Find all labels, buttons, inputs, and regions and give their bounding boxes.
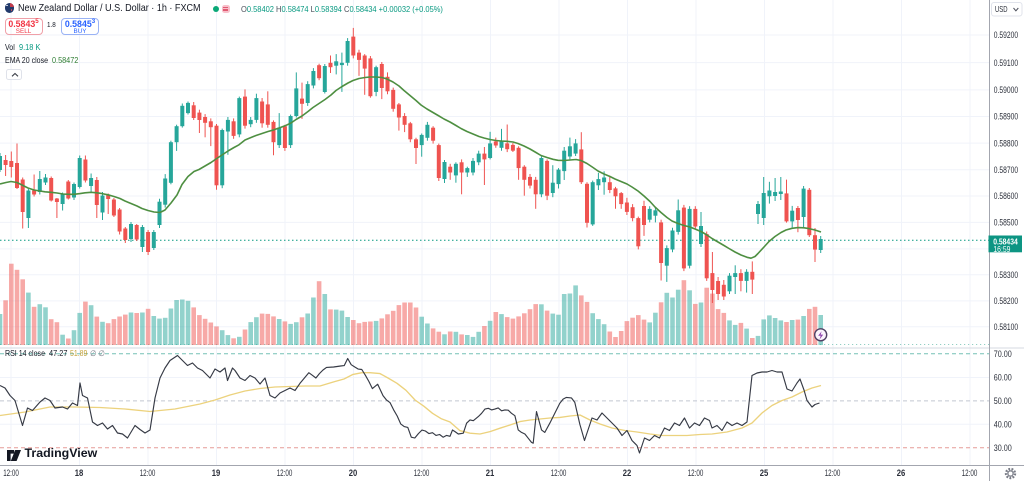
svg-text:12:00: 12:00	[688, 468, 704, 478]
svg-text:0.58300: 0.58300	[994, 270, 1018, 280]
svg-text:0.59000: 0.59000	[994, 85, 1018, 95]
svg-text:16:59: 16:59	[993, 245, 1010, 254]
svg-text:20: 20	[349, 468, 358, 478]
svg-text:0.58434: 0.58434	[993, 237, 1018, 247]
svg-text:26: 26	[897, 468, 906, 478]
svg-text:0.59200: 0.59200	[994, 30, 1018, 40]
svg-text:USD: USD	[995, 4, 1008, 14]
svg-text:12:00: 12:00	[140, 468, 156, 478]
svg-text:19: 19	[212, 468, 221, 478]
svg-text:22: 22	[623, 468, 632, 478]
svg-text:12:00: 12:00	[3, 468, 19, 478]
svg-text:30.00: 30.00	[994, 443, 1012, 453]
svg-text:0.58200: 0.58200	[994, 296, 1018, 306]
svg-text:0.58700: 0.58700	[994, 165, 1018, 175]
svg-text:0.59100: 0.59100	[994, 58, 1018, 68]
svg-text:12:00: 12:00	[414, 468, 430, 478]
svg-text:40.00: 40.00	[994, 420, 1012, 430]
svg-text:0.58100: 0.58100	[994, 322, 1018, 332]
svg-text:12:00: 12:00	[825, 468, 841, 478]
svg-text:21: 21	[486, 468, 495, 478]
svg-text:25: 25	[760, 468, 769, 478]
svg-text:0.58600: 0.58600	[994, 191, 1018, 201]
svg-text:70.00: 70.00	[994, 349, 1012, 359]
svg-text:0.58800: 0.58800	[994, 138, 1018, 148]
svg-text:18: 18	[75, 468, 84, 478]
svg-text:60.00: 60.00	[994, 373, 1012, 383]
svg-text:50.00: 50.00	[994, 396, 1012, 406]
svg-text:12:00: 12:00	[277, 468, 293, 478]
svg-text:12:00: 12:00	[962, 468, 978, 478]
svg-text:12:00: 12:00	[551, 468, 567, 478]
svg-text:0.58500: 0.58500	[994, 218, 1018, 228]
svg-text:0.58900: 0.58900	[994, 112, 1018, 122]
